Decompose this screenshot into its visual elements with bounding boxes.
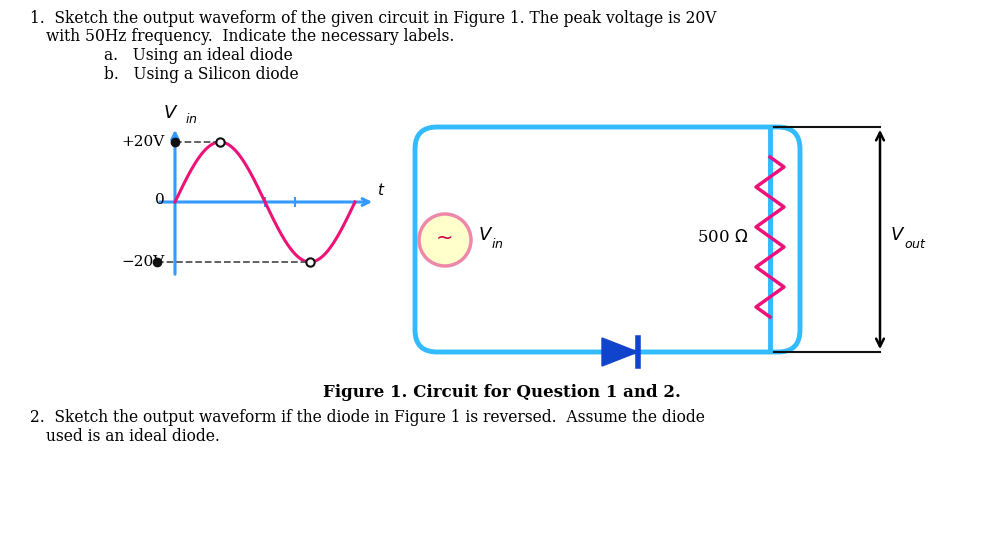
Text: $\mathit{t}$: $\mathit{t}$	[377, 182, 386, 198]
Text: with 50Hz frequency.  Indicate the necessary labels.: with 50Hz frequency. Indicate the necess…	[46, 28, 454, 45]
Polygon shape	[602, 338, 638, 366]
Text: a.   Using an ideal diode: a. Using an ideal diode	[104, 47, 292, 64]
Text: +20V: +20V	[122, 135, 165, 149]
Text: b.   Using a Silicon diode: b. Using a Silicon diode	[104, 66, 298, 83]
Text: Figure 1. Circuit for Question 1 and 2.: Figure 1. Circuit for Question 1 and 2.	[323, 384, 681, 401]
Text: 500 $\Omega$: 500 $\Omega$	[696, 229, 748, 246]
Text: $\mathit{in}$: $\mathit{in}$	[491, 237, 504, 251]
Text: ~: ~	[436, 228, 453, 248]
Text: $\mathit{in}$: $\mathit{in}$	[185, 112, 198, 126]
Text: used is an ideal diode.: used is an ideal diode.	[46, 428, 220, 445]
Text: $V$: $V$	[164, 104, 179, 122]
Text: $V$: $V$	[478, 226, 493, 244]
Text: $V$: $V$	[890, 225, 906, 243]
Text: −20V: −20V	[122, 255, 165, 269]
Text: 0: 0	[155, 193, 165, 207]
Circle shape	[419, 214, 471, 266]
Text: $\mathit{out}$: $\mathit{out}$	[904, 238, 927, 251]
Text: 2.  Sketch the output waveform if the diode in Figure 1 is reversed.  Assume the: 2. Sketch the output waveform if the dio…	[30, 409, 705, 426]
Text: 1.  Sketch the output waveform of the given circuit in Figure 1. The peak voltag: 1. Sketch the output waveform of the giv…	[30, 10, 717, 27]
